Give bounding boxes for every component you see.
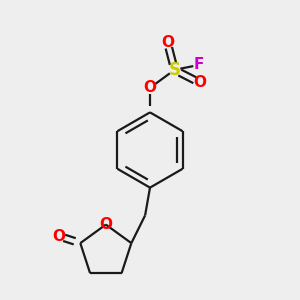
Text: F: F bbox=[194, 57, 204, 72]
Text: O: O bbox=[194, 75, 207, 90]
Text: O: O bbox=[99, 217, 112, 232]
Text: O: O bbox=[52, 229, 65, 244]
Text: S: S bbox=[169, 61, 181, 79]
Text: O: O bbox=[161, 34, 174, 50]
Text: O: O bbox=[143, 80, 157, 95]
